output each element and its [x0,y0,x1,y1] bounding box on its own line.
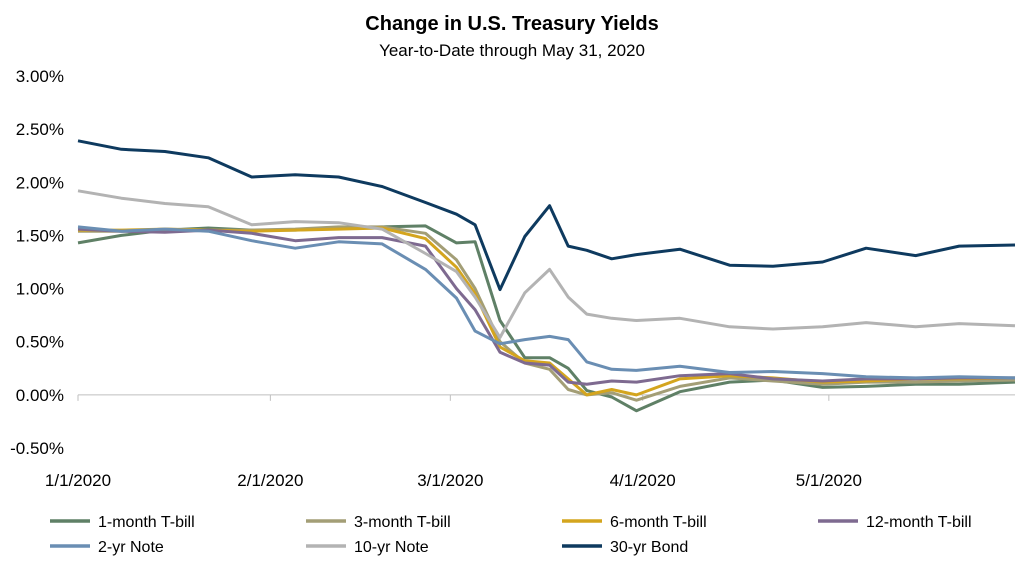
chart-subtitle: Year-to-Date through May 31, 2020 [379,41,645,60]
x-tick-label: 1/1/2020 [45,471,111,490]
series-line-5 [77,189,1016,339]
series-line-6 [77,139,1016,292]
y-tick-label: 0.00% [16,386,64,405]
y-tick-label: 0.50% [16,333,64,352]
y-tick-label: 3.00% [16,67,64,86]
legend-label: 1-month T-bill [98,514,195,531]
x-axis: 1/1/2020 2/1/2020 3/1/2020 4/1/2020 5/1/2020 [45,394,1015,490]
legend-label: 30-yr Bond [610,539,688,556]
legend-label: 6-month T-bill [610,514,707,531]
legend: 1-month T-bill 3-month T-bill 6-month T-bi… [50,514,972,556]
legend-label: 10-yr Note [354,539,429,556]
y-tick-label: -0.50% [10,439,64,458]
series-line-1 [78,225,1016,402]
legend-label: 12-month T-bill [866,514,972,531]
series-lines [77,139,1016,413]
legend-label: 3-month T-bill [354,514,451,531]
x-tick-label: 3/1/2020 [417,471,483,490]
x-tick-label: 2/1/2020 [237,471,303,490]
y-tick-label: 2.00% [16,173,64,192]
x-tick-label: 5/1/2020 [796,471,862,490]
series-line-3 [77,227,1015,386]
chart-title: Change in U.S. Treasury Yields [365,13,658,35]
legend-label: 2-yr Note [98,539,164,556]
y-tick-label: 2.50% [16,120,64,139]
x-tick-label: 4/1/2020 [610,471,676,490]
y-tick-label: 1.50% [16,226,64,245]
y-axis-ticks: 3.00% 2.50% 2.00% 1.50% 1.00% 0.50% 0.00% -0.50… [10,67,64,458]
series-line-4 [77,225,1016,380]
y-tick-label: 1.00% [16,280,64,299]
